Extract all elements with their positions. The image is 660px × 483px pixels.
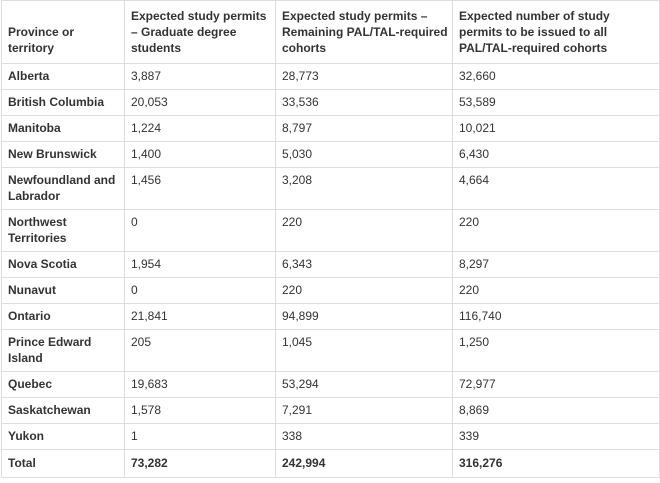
table-row: Saskatchewan 1,578 7,291 8,869 [1, 397, 660, 424]
row-all-cohorts: 10,021 [452, 115, 660, 142]
row-graduate: 0 [124, 277, 276, 304]
row-graduate: 19,683 [124, 371, 276, 398]
row-graduate: 1,224 [124, 115, 276, 142]
total-row: Total 73,282 242,994 316,276 [1, 449, 660, 478]
table-row: Northwest Territories 0 220 220 [1, 209, 660, 252]
row-remaining: 5,030 [275, 141, 453, 168]
row-province: Quebec [1, 371, 125, 398]
row-graduate: 0 [124, 209, 276, 252]
table-row: Yukon 1 338 339 [1, 423, 660, 450]
table-row: Nunavut 0 220 220 [1, 277, 660, 304]
row-all-cohorts: 8,869 [452, 397, 660, 424]
row-remaining: 33,536 [275, 89, 453, 116]
row-all-cohorts: 6,430 [452, 141, 660, 168]
row-remaining: 220 [275, 209, 453, 252]
row-all-cohorts: 1,250 [452, 329, 660, 372]
header-province: Province or territory [1, 0, 125, 64]
table-row: British Columbia 20,053 33,536 53,589 [1, 89, 660, 116]
header-remaining: Expected study permits – Remaining PAL/T… [275, 0, 453, 64]
row-all-cohorts: 72,977 [452, 371, 660, 398]
row-remaining: 53,294 [275, 371, 453, 398]
row-remaining: 7,291 [275, 397, 453, 424]
row-all-cohorts: 220 [452, 209, 660, 252]
table-row: Ontario 21,841 94,899 116,740 [1, 303, 660, 330]
row-all-cohorts: 339 [452, 423, 660, 450]
row-remaining: 338 [275, 423, 453, 450]
row-remaining: 28,773 [275, 63, 453, 90]
row-province: Northwest Territories [1, 209, 125, 252]
row-graduate: 1 [124, 423, 276, 450]
total-all-cohorts: 316,276 [452, 449, 660, 478]
row-remaining: 1,045 [275, 329, 453, 372]
row-remaining: 6,343 [275, 251, 453, 278]
row-all-cohorts: 220 [452, 277, 660, 304]
row-province: Prince Edward Island [1, 329, 125, 372]
table-row: Alberta 3,887 28,773 32,660 [1, 63, 660, 90]
row-graduate: 20,053 [124, 89, 276, 116]
table-row: Newfoundland and Labrador 1,456 3,208 4,… [1, 167, 660, 210]
row-province: Saskatchewan [1, 397, 125, 424]
row-province: New Brunswick [1, 141, 125, 168]
row-all-cohorts: 8,297 [452, 251, 660, 278]
row-all-cohorts: 32,660 [452, 63, 660, 90]
row-remaining: 220 [275, 277, 453, 304]
row-province: Nunavut [1, 277, 125, 304]
row-province: British Columbia [1, 89, 125, 116]
total-label: Total [1, 449, 125, 478]
row-graduate: 1,400 [124, 141, 276, 168]
row-graduate: 1,578 [124, 397, 276, 424]
row-graduate: 205 [124, 329, 276, 372]
row-graduate: 1,456 [124, 167, 276, 210]
row-remaining: 8,797 [275, 115, 453, 142]
row-province: Newfoundland and Labrador [1, 167, 125, 210]
row-province: Ontario [1, 303, 125, 330]
table-row: Nova Scotia 1,954 6,343 8,297 [1, 251, 660, 278]
total-graduate: 73,282 [124, 449, 276, 478]
row-province: Yukon [1, 423, 125, 450]
row-all-cohorts: 116,740 [452, 303, 660, 330]
table-row: Prince Edward Island 205 1,045 1,250 [1, 329, 660, 372]
row-all-cohorts: 53,589 [452, 89, 660, 116]
row-all-cohorts: 4,664 [452, 167, 660, 210]
row-remaining: 3,208 [275, 167, 453, 210]
table-row: New Brunswick 1,400 5,030 6,430 [1, 141, 660, 168]
row-province: Nova Scotia [1, 251, 125, 278]
table-row: Quebec 19,683 53,294 72,977 [1, 371, 660, 398]
row-province: Manitoba [1, 115, 125, 142]
total-remaining: 242,994 [275, 449, 453, 478]
table-row: Manitoba 1,224 8,797 10,021 [1, 115, 660, 142]
row-province: Alberta [1, 63, 125, 90]
row-graduate: 3,887 [124, 63, 276, 90]
header-graduate: Expected study permits – Graduate degree… [124, 0, 276, 64]
row-remaining: 94,899 [275, 303, 453, 330]
header-all-cohorts: Expected number of study permits to be i… [452, 0, 660, 64]
header-row: Province or territory Expected study per… [1, 0, 660, 64]
row-graduate: 1,954 [124, 251, 276, 278]
row-graduate: 21,841 [124, 303, 276, 330]
